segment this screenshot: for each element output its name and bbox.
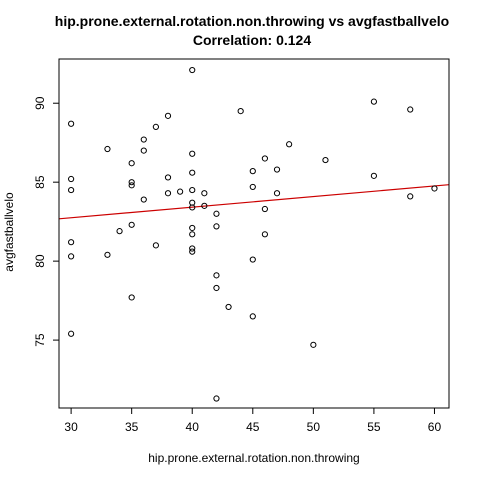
data-point xyxy=(213,395,220,402)
data-point xyxy=(431,185,438,192)
plot-area: 30 35 40 45 50 55 60 75 80 85 90 xyxy=(33,58,450,434)
data-point xyxy=(140,196,147,203)
data-point xyxy=(152,123,159,131)
data-point xyxy=(189,186,196,194)
x-tick-label: 60 xyxy=(428,420,442,434)
data-point xyxy=(189,150,196,157)
data-point xyxy=(213,284,220,292)
y-tick-label: 90 xyxy=(33,96,47,110)
data-point xyxy=(310,341,317,348)
data-point xyxy=(68,253,75,260)
data-point xyxy=(261,155,269,162)
data-point xyxy=(68,120,75,127)
data-point xyxy=(213,272,220,279)
data-point xyxy=(116,228,123,235)
data-point xyxy=(225,303,232,311)
data-point xyxy=(68,330,75,337)
data-point xyxy=(322,156,329,164)
data-point xyxy=(249,313,256,320)
data-point xyxy=(104,251,111,258)
data-point xyxy=(104,145,111,153)
data-point xyxy=(189,231,196,238)
data-point xyxy=(201,190,208,197)
data-point xyxy=(273,190,281,197)
data-point xyxy=(68,239,75,246)
data-point xyxy=(249,183,256,191)
x-tick-label: 35 xyxy=(125,420,139,434)
data-point xyxy=(164,190,172,197)
data-point xyxy=(140,136,147,143)
data-point xyxy=(189,169,196,176)
data-point xyxy=(189,204,196,211)
data-point xyxy=(213,210,220,217)
chart-title: hip.prone.external.rotation.non.throwing… xyxy=(55,13,449,29)
y-tick-label: 75 xyxy=(33,333,47,347)
x-tick-label: 55 xyxy=(367,420,381,434)
data-point xyxy=(213,223,220,230)
data-point xyxy=(370,98,378,105)
y-axis-title: avgfastballvelo xyxy=(2,192,16,272)
data-point xyxy=(370,172,378,179)
data-point xyxy=(407,106,414,113)
data-point xyxy=(164,112,172,119)
data-point xyxy=(128,294,135,301)
data-point xyxy=(201,202,208,209)
plot-frame xyxy=(58,58,450,409)
y-tick-label: 85 xyxy=(33,175,47,189)
data-point xyxy=(177,188,184,195)
data-point xyxy=(273,166,281,173)
data-point xyxy=(68,175,75,183)
data-point xyxy=(164,174,172,181)
data-point xyxy=(261,205,269,213)
data-point xyxy=(237,108,244,115)
data-point xyxy=(249,168,256,175)
y-tick-label: 80 xyxy=(33,254,47,268)
data-point xyxy=(152,242,159,249)
regression-line xyxy=(59,184,449,220)
data-point xyxy=(189,224,196,232)
chart-subtitle: Correlation: 0.124 xyxy=(193,32,311,48)
x-tick-label: 40 xyxy=(186,420,200,434)
data-point xyxy=(407,193,414,200)
x-tick-label: 45 xyxy=(246,420,260,434)
x-tick-label: 30 xyxy=(64,420,78,434)
data-point xyxy=(128,179,135,186)
data-point xyxy=(189,248,196,255)
data-point xyxy=(68,186,75,194)
data-point xyxy=(189,66,196,74)
x-tick-label: 50 xyxy=(307,420,321,434)
x-axis-title: hip.prone.external.rotation.non.throwing xyxy=(148,451,359,465)
data-point xyxy=(140,147,147,154)
data-point xyxy=(249,256,256,263)
data-point xyxy=(189,245,196,252)
data-point xyxy=(286,141,293,148)
data-point xyxy=(128,160,135,167)
data-point xyxy=(128,182,135,189)
data-point xyxy=(261,231,269,238)
data-point xyxy=(128,221,135,228)
